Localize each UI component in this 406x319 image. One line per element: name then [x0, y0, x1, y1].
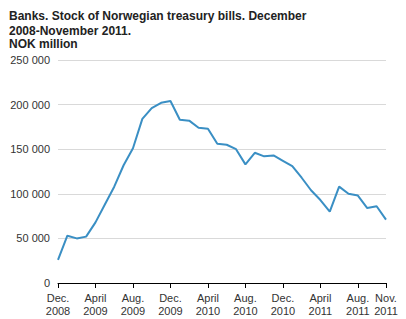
- svg-text:2009: 2009: [83, 305, 107, 317]
- svg-text:Aug.: Aug.: [122, 292, 145, 304]
- svg-text:2011: 2011: [374, 305, 398, 317]
- svg-text:NOK million: NOK million: [9, 37, 78, 51]
- svg-text:2011: 2011: [309, 305, 333, 317]
- svg-text:Banks. Stock of Norwegian trea: Banks. Stock of Norwegian treasury bills…: [9, 9, 310, 23]
- svg-text:150 000: 150 000: [10, 143, 50, 155]
- svg-text:0: 0: [44, 277, 50, 289]
- svg-text:2008: 2008: [46, 305, 70, 317]
- svg-text:Dec.: Dec.: [47, 292, 70, 304]
- svg-text:200 000: 200 000: [10, 99, 50, 111]
- svg-text:2009: 2009: [158, 305, 182, 317]
- svg-text:2010: 2010: [233, 305, 257, 317]
- svg-text:2010: 2010: [271, 305, 295, 317]
- svg-text:April: April: [197, 292, 219, 304]
- svg-text:2010: 2010: [196, 305, 220, 317]
- svg-text:Nov.: Nov.: [375, 292, 397, 304]
- svg-text:Dec.: Dec.: [272, 292, 295, 304]
- svg-text:April: April: [84, 292, 106, 304]
- svg-text:2009: 2009: [121, 305, 145, 317]
- svg-text:April: April: [309, 292, 331, 304]
- svg-text:Aug.: Aug.: [347, 292, 370, 304]
- svg-text:Aug.: Aug.: [234, 292, 257, 304]
- svg-text:50 000: 50 000: [16, 232, 50, 244]
- svg-text:100 000: 100 000: [10, 188, 50, 200]
- svg-text:2008-November 2011.: 2008-November 2011.: [9, 24, 131, 38]
- svg-text:250 000: 250 000: [10, 54, 50, 66]
- svg-text:Dec.: Dec.: [159, 292, 182, 304]
- svg-text:2011: 2011: [346, 305, 370, 317]
